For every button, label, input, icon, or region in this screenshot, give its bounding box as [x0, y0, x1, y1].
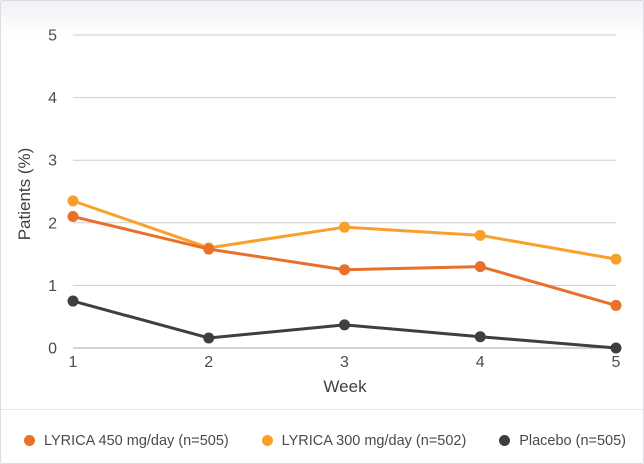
legend-divider [1, 409, 643, 410]
data-point [339, 264, 350, 276]
data-point [203, 243, 215, 255]
legend-item: LYRICA 300 mg/day (n=502) [261, 432, 467, 449]
y-tick-label: 1 [48, 278, 57, 295]
y-tick-label: 0 [48, 341, 57, 358]
data-point [610, 299, 622, 311]
series-layer [67, 195, 622, 354]
data-point [339, 319, 350, 331]
y-axis-title: Patients (%) [15, 148, 34, 241]
data-point [610, 342, 622, 354]
data-point [610, 253, 622, 265]
data-point [67, 211, 79, 223]
legend-label: LYRICA 450 mg/day (n=505) [44, 432, 229, 449]
grid-layer [73, 34, 616, 349]
x-tick-label: 3 [340, 354, 349, 371]
data-point [67, 195, 79, 207]
data-point [339, 221, 350, 233]
legend: LYRICA 450 mg/day (n=505) LYRICA 300 mg/d… [1, 410, 643, 463]
y-tick-label: 4 [48, 90, 57, 107]
legend-item: Placebo (n=505) [499, 433, 626, 449]
y-tick-label: 2 [48, 215, 57, 232]
legend-dot-icon [24, 435, 35, 446]
legend-dot-icon [261, 435, 273, 446]
legend-dot-icon [499, 435, 511, 446]
x-axis-title: Week [323, 377, 367, 396]
x-tick-label: 5 [612, 354, 621, 371]
y-tick-label: 3 [48, 153, 57, 170]
x-tick-label: 4 [476, 354, 485, 371]
legend-label: LYRICA 300 mg/day (n=502) [281, 432, 467, 449]
legend-item: LYRICA 450 mg/day (n=505) [24, 433, 229, 449]
data-point [67, 295, 79, 307]
legend-label: Placebo (n=505) [519, 432, 626, 449]
x-tick-label: 2 [204, 354, 213, 371]
data-point [203, 332, 215, 344]
x-tick-label: 1 [69, 354, 78, 371]
data-point [474, 331, 486, 343]
data-point [474, 261, 486, 273]
y-tick-label: 5 [48, 28, 57, 45]
data-point [474, 229, 486, 241]
